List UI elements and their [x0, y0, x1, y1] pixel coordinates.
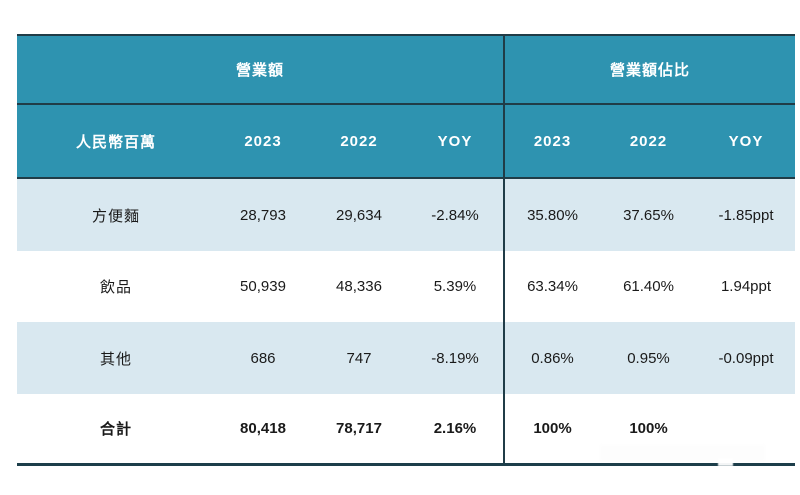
column-header-share-2023-label: 2023 [533, 132, 572, 150]
table-row-total: 合計 80,418 78,717 2.16% 100% 100% [17, 394, 795, 463]
cell-share-yoy [697, 394, 795, 463]
cell-share-2023: 100% [503, 394, 600, 463]
cell-rev-2023: 686 [215, 322, 311, 394]
cell-rev-yoy: -2.84% [407, 179, 503, 251]
row-label: 飲品 [17, 251, 215, 322]
column-header-unit-label: 人民幣百萬 [75, 133, 156, 151]
group-header-revenue-label: 營業額 [235, 62, 284, 79]
cell-share-2022: 37.65% [600, 179, 697, 251]
column-header-rev-2022-label: 2022 [340, 132, 378, 150]
column-header-share-2022: 2022 [600, 105, 697, 179]
column-header-share-yoy-label: YOY [728, 132, 764, 150]
column-header-rev-2023-label: 2023 [244, 132, 282, 150]
cell-share-2022: 0.95% [600, 322, 697, 394]
cell-rev-2022: 747 [311, 322, 407, 394]
row-label: 其他 [17, 322, 215, 394]
cell-share-yoy: -1.85ppt [697, 179, 795, 251]
table-row-instant-noodles: 方便麵 28,793 29,634 -2.84% 35.80% 37.65% -… [17, 179, 795, 251]
cell-rev-2022: 78,717 [311, 394, 407, 463]
revenue-table: 營業額 營業額佔比 人民幣百萬 2023 2022 YOY 2023 2022 … [17, 34, 795, 466]
column-header-share-2022-label: 2022 [629, 132, 668, 150]
table-row-beverages: 飲品 50,939 48,336 5.39% 63.34% 61.40% 1.9… [17, 251, 795, 322]
table-row-others: 其他 686 747 -8.19% 0.86% 0.95% -0.09ppt [17, 322, 795, 394]
table-column-header-row: 人民幣百萬 2023 2022 YOY 2023 2022 YOY [17, 105, 795, 179]
group-header-revenue-share-label: 營業額佔比 [609, 62, 690, 79]
cell-rev-2022: 48,336 [311, 251, 407, 322]
column-header-rev-yoy: YOY [407, 105, 503, 179]
cell-share-yoy: 1.94ppt [697, 251, 795, 322]
cell-rev-yoy: 5.39% [407, 251, 503, 322]
cell-rev-2023: 80,418 [215, 394, 311, 463]
group-header-revenue: 營業額 [17, 36, 503, 105]
cell-share-2023: 63.34% [503, 251, 600, 322]
cell-share-2022: 61.40% [600, 251, 697, 322]
cell-share-yoy: -0.09ppt [697, 322, 795, 394]
cell-rev-2023: 28,793 [215, 179, 311, 251]
column-header-rev-2023: 2023 [215, 105, 311, 179]
cell-share-2023: 0.86% [503, 322, 600, 394]
row-label: 方便麵 [17, 179, 215, 251]
cell-rev-yoy: 2.16% [407, 394, 503, 463]
column-header-unit: 人民幣百萬 [17, 105, 215, 179]
column-header-share-yoy: YOY [697, 105, 795, 179]
column-header-rev-2022: 2022 [311, 105, 407, 179]
row-label: 合計 [17, 394, 215, 463]
column-header-share-2023: 2023 [503, 105, 600, 179]
cell-rev-2023: 50,939 [215, 251, 311, 322]
cell-rev-2022: 29,634 [311, 179, 407, 251]
column-header-rev-yoy-label: YOY [437, 132, 473, 150]
table-group-header-row: 營業額 營業額佔比 [17, 36, 795, 105]
group-header-revenue-share: 營業額佔比 [503, 36, 795, 105]
cell-share-2022: 100% [600, 394, 697, 463]
cell-rev-yoy: -8.19% [407, 322, 503, 394]
cell-share-2023: 35.80% [503, 179, 600, 251]
